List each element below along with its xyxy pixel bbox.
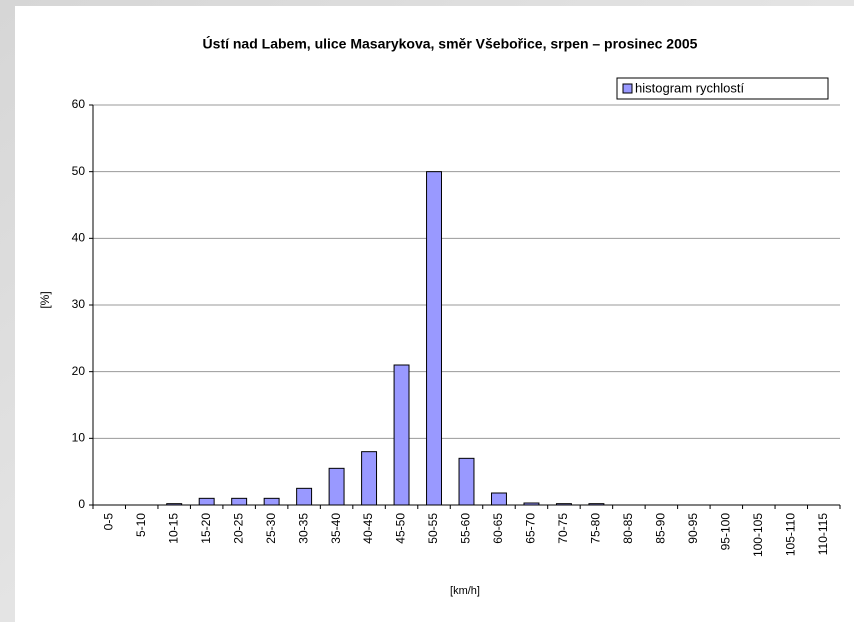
x-tick-label: 110-115 (816, 513, 830, 556)
bar (361, 451, 378, 506)
x-tick-label: 15-20 (199, 513, 213, 544)
bar (296, 487, 313, 506)
x-tick-label: 95-100 (718, 513, 732, 551)
x-tick-label: 65-70 (524, 513, 538, 544)
x-tick-label: 55-60 (459, 513, 473, 544)
bar (393, 364, 410, 506)
y-tick-label: 20 (72, 364, 86, 378)
x-tick-label: 70-75 (556, 513, 570, 544)
y-axis-label: [%] (38, 291, 52, 308)
x-tick-label: 60-65 (491, 513, 505, 544)
x-tick-label: 30-35 (296, 513, 310, 544)
x-tick-label: 25-30 (264, 513, 278, 544)
bar (555, 503, 572, 506)
legend-label: histogram rychlostí (635, 80, 744, 95)
bar (458, 457, 475, 506)
x-tick-label: 0-5 (101, 513, 115, 531)
y-tick-label: 0 (78, 497, 85, 511)
y-tick-label: 60 (72, 97, 86, 111)
x-tick-label: 80-85 (621, 513, 635, 544)
y-tick-label: 30 (72, 297, 86, 311)
x-tick-label: 50-55 (426, 513, 440, 544)
x-tick-label: 20-25 (231, 513, 245, 544)
bar (523, 502, 540, 506)
x-tick-label: 10-15 (166, 513, 180, 544)
bar (328, 467, 345, 506)
x-tick-label: 40-45 (361, 513, 375, 544)
x-tick-label: 105-110 (783, 513, 797, 556)
y-tick-label: 10 (72, 431, 86, 445)
bar (198, 497, 215, 506)
y-tick-label: 50 (72, 164, 86, 178)
x-tick-label: 35-40 (329, 513, 343, 544)
x-tick-label: 75-80 (589, 513, 603, 544)
legend-swatch (622, 83, 633, 94)
bar (263, 497, 280, 506)
x-tick-label: 45-50 (394, 513, 408, 544)
y-tick-label: 40 (72, 231, 86, 245)
bar (588, 503, 605, 506)
x-tick-label: 85-90 (654, 513, 668, 544)
bar (426, 171, 442, 506)
bar (231, 497, 248, 506)
x-tick-label: 5-10 (134, 513, 148, 537)
x-tick-label: 100-105 (751, 513, 765, 557)
chart-title: Ústí nad Labem, ulice Masarykova, směr V… (203, 35, 698, 52)
x-tick-label: 90-95 (686, 513, 700, 544)
x-axis-label: [km/h] (450, 585, 480, 597)
legend-box (616, 77, 829, 100)
bar (491, 492, 507, 506)
bar (166, 503, 183, 506)
